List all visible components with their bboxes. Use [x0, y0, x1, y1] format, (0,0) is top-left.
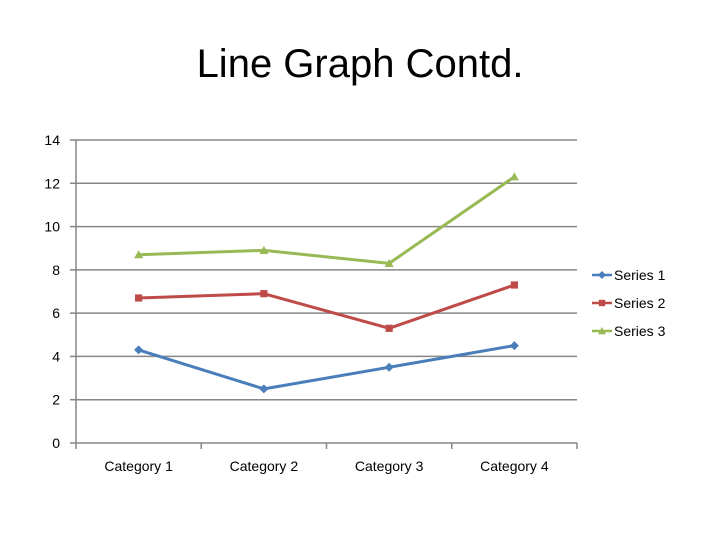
series-line — [138, 283, 515, 330]
legend-item: Series 1 — [592, 267, 666, 283]
series-line — [138, 175, 516, 265]
x-tick-label: Category 1 — [104, 458, 173, 474]
axes — [70, 139, 578, 449]
triangle-marker — [598, 327, 606, 335]
y-axis-ticks: 0 2 4 6 8 10 12 14 — [44, 132, 60, 451]
y-tick-label: 6 — [52, 305, 60, 321]
data-point — [509, 172, 519, 181]
data-point — [260, 290, 268, 298]
y-tick-label: 10 — [44, 219, 60, 235]
series-series-1 — [134, 341, 519, 394]
gridlines — [76, 139, 577, 401]
legend: Series 1 Series 2 Series 3 — [592, 267, 666, 339]
data-point — [135, 294, 143, 302]
data-point — [510, 281, 518, 289]
data-point — [259, 245, 269, 254]
data-point — [385, 324, 393, 332]
legend-item: Series 2 — [592, 295, 666, 311]
series-series-2 — [135, 281, 518, 332]
x-axis-ticks: Category 1 Category 2 Category 3 Category 4 — [104, 458, 548, 474]
legend-label: Series 1 — [614, 267, 666, 283]
data-point — [259, 384, 269, 394]
y-tick-label: 4 — [52, 348, 60, 364]
slide-title: Line Graph Contd. — [196, 42, 524, 86]
data-point — [384, 258, 394, 267]
data-point — [134, 250, 144, 259]
diamond-marker — [598, 271, 606, 279]
data-point — [384, 362, 394, 372]
data-point — [509, 341, 519, 351]
x-tick-label: Category 3 — [355, 458, 424, 474]
legend-label: Series 2 — [614, 295, 666, 311]
y-tick-label: 14 — [44, 132, 60, 148]
series-line — [138, 344, 515, 391]
legend-item: Series 3 — [592, 323, 666, 339]
square-marker — [598, 299, 606, 307]
series-lines — [134, 172, 519, 394]
x-tick-label: Category 2 — [230, 458, 299, 474]
y-tick-label: 8 — [52, 262, 60, 278]
x-tick-label: Category 4 — [480, 458, 549, 474]
data-point — [134, 345, 144, 355]
y-tick-label: 0 — [52, 435, 60, 451]
series-series-3 — [134, 172, 519, 267]
y-tick-label: 2 — [52, 392, 60, 408]
y-tick-label: 12 — [44, 175, 60, 191]
legend-label: Series 3 — [614, 323, 666, 339]
